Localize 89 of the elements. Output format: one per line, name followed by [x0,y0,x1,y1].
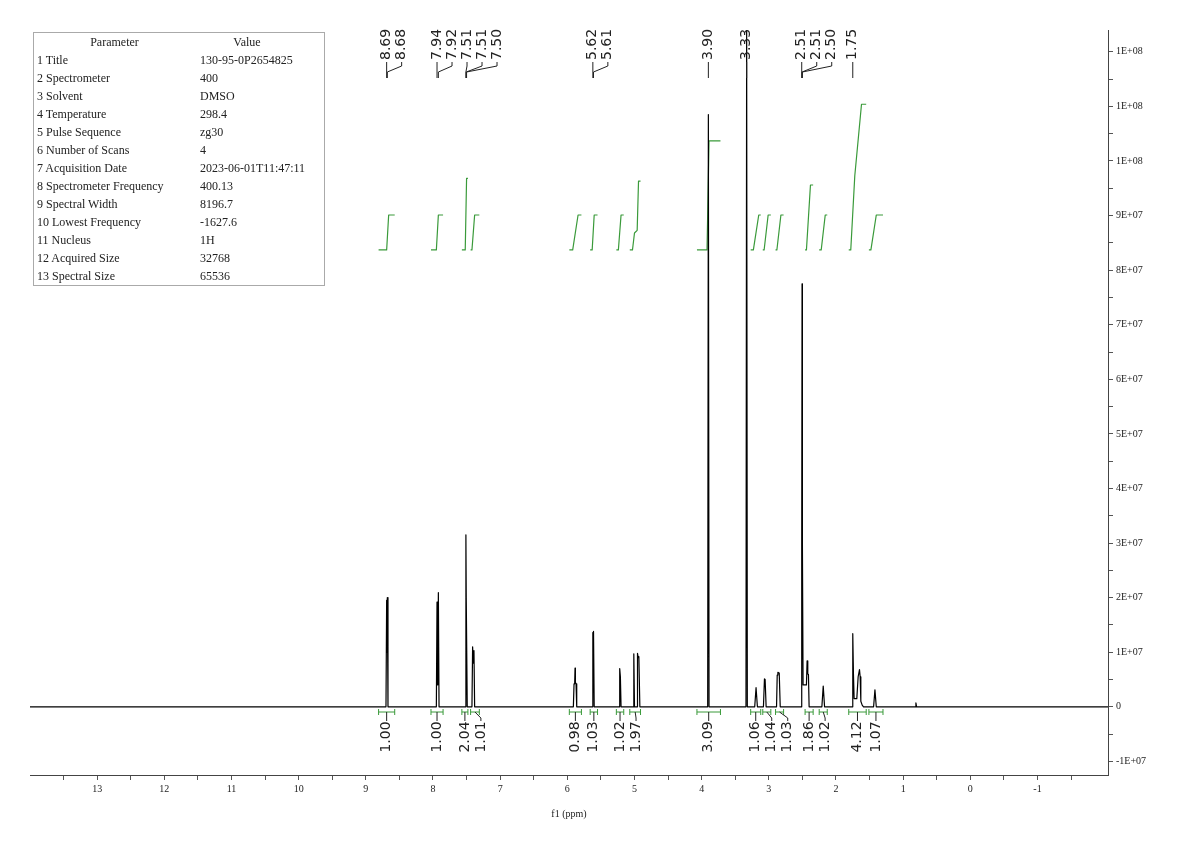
annotation: 3.90 [699,28,716,60]
annotation: 1.75 [843,28,860,60]
annotation: 1.03 [778,721,795,753]
y-tick-label: 7E+07 [1116,318,1143,330]
annotation: 7 Acquisition Date [37,160,128,177]
y-tick-label: 2E+07 [1116,591,1143,603]
y-tick-label: 1E+08 [1116,100,1143,112]
x-tick-label: 1 [900,782,906,794]
annotation: 298.4 [200,106,227,123]
annotation: 2023-06-01T11:47:11 [200,160,306,177]
x-tick-label: 10 [293,782,304,794]
x-tick-label: 2 [833,782,839,794]
annotation: 5.62 [583,28,600,60]
annotation: 1.00 [427,721,444,753]
annotation: 5 Pulse Sequence [37,124,122,141]
annotation: 3.33 [737,28,754,60]
annotation: 1.97 [626,721,643,753]
x-tick-label: 12 [159,782,170,794]
annotation: 65536 [200,268,230,285]
annotation: 10 Lowest Frequency [37,214,142,231]
y-tick-label: 1E+08 [1116,45,1143,57]
annotation: 2.51 [792,28,809,60]
annotation: 32768 [200,250,230,267]
y-tick-label: 5E+07 [1116,427,1143,439]
annotation: 1.03 [584,721,601,753]
y-tick-label: 9E+07 [1116,209,1143,221]
annotation: 1.01 [471,721,488,753]
annotation: 400 [200,70,218,87]
annotation: 11 Nucleus [37,232,92,249]
annotation: -1627.6 [200,214,237,231]
annotation: 1.02 [610,721,627,753]
annotation: 7.94 [427,28,444,60]
x-tick-label: 0 [967,782,973,794]
x-axis-title: f1 (ppm) [551,807,587,820]
annotation: 7.50 [487,28,504,60]
y-tick-label: 6E+07 [1116,372,1143,384]
x-tick-label: 3 [766,782,772,794]
annotation: 1.02 [815,721,832,753]
annotation: 9 Spectral Width [37,196,119,213]
annotation: 13 Spectral Size [37,268,116,285]
x-tick-label: 9 [363,782,369,794]
annotation: 7.51 [457,28,474,60]
annotation: 2.51 [807,28,824,60]
annotation: 1.04 [762,721,779,753]
x-tick-label: 6 [564,782,570,794]
annotation: 8.69 [377,28,394,60]
y-tick-label: 8E+07 [1116,263,1143,275]
annotation: 1H [200,232,215,249]
annotation: 2.50 [822,28,839,60]
y-tick-label: 1E+07 [1116,645,1143,657]
y-tick-label: 4E+07 [1116,482,1143,494]
x-tick-label: 7 [497,782,503,794]
annotation: 3.09 [699,721,716,753]
annotation: 3 Solvent [37,88,84,105]
annotation: 4 Temperature [37,106,108,123]
annotation: 6 Number of Scans [37,142,131,159]
annotation: 1.86 [799,721,816,753]
annotation: 4 [200,142,206,159]
annotation: Value [232,34,262,51]
annotation: 8196.7 [200,196,233,213]
annotation: 0.98 [566,721,583,753]
annotation: 1.07 [866,721,883,753]
annotation: DMSO [200,88,235,105]
annotation: 1 Title [37,52,70,69]
annotation: 12 Acquired Size [37,250,121,267]
annotation: 2 Spectrometer [37,70,111,87]
x-tick-label: 5 [631,782,637,794]
x-tick-label: -1 [1033,782,1042,794]
x-tick-label: 8 [430,782,436,794]
annotation: 130-95-0P2654825 [200,52,293,69]
y-tick-label: 1E+08 [1116,154,1143,166]
annotation: 1.06 [746,721,763,753]
annotation: 8 Spectrometer Frequency [37,178,165,195]
annotation: 5.61 [598,28,615,60]
annotation: 7.51 [472,28,489,60]
annotation: 400.13 [200,178,233,195]
y-tick-label: -1E+07 [1116,754,1147,766]
annotation: 2.04 [455,721,472,753]
x-tick-label: 4 [699,782,705,794]
annotation: 8.68 [392,28,409,60]
x-tick-label: 11 [226,782,237,794]
annotation: zg30 [200,124,224,141]
y-tick-label: 0 [1116,700,1121,712]
x-tick-label: 13 [92,782,103,794]
annotation: Parameter [89,34,140,51]
y-tick-label: 3E+07 [1116,536,1143,548]
annotation: 4.12 [848,721,865,753]
annotation: 1.00 [377,721,394,753]
annotation: 7.92 [442,28,459,60]
